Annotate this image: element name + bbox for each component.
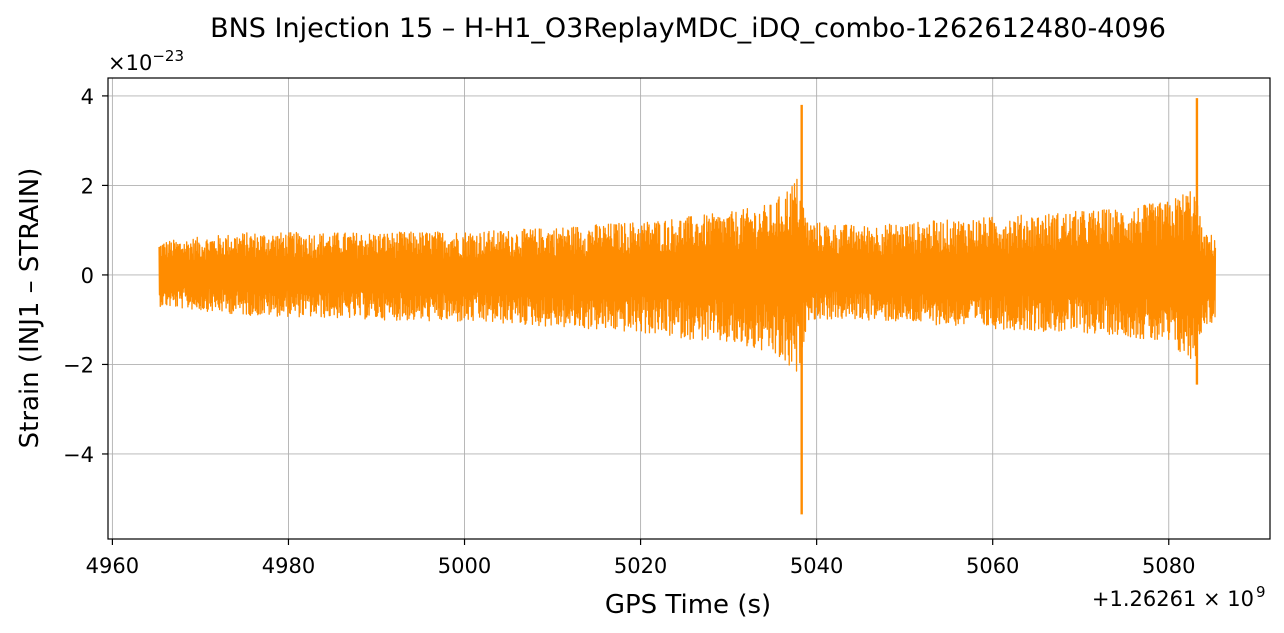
y-multiplier-base: ×10 (108, 51, 152, 75)
x-offset: +1.26261 × 10 9 (1092, 583, 1266, 611)
x-axis-label: GPS Time (s) (605, 590, 771, 620)
x-tick-label: 5080 (1142, 554, 1195, 578)
y-tick-label: −4 (63, 443, 94, 467)
x-tick-label: 4980 (262, 554, 315, 578)
x-offset-exp: 9 (1256, 583, 1266, 601)
x-tick-label: 5020 (614, 554, 667, 578)
svg-text:+1.26261 × 10: +1.26261 × 10 (1092, 587, 1254, 611)
y-tick-label: −2 (63, 353, 94, 377)
x-offset-base: +1.26261 × 10 (1092, 587, 1254, 611)
x-tick-label: 5060 (966, 554, 1019, 578)
y-tick-label: 0 (81, 264, 94, 288)
svg-text:×10−23: ×10−23 (108, 47, 184, 75)
axes-frame (107, 77, 1271, 540)
x-tick-label: 5000 (438, 554, 491, 578)
plot-area (158, 98, 1217, 515)
y-multiplier-exp: −23 (152, 47, 184, 65)
x-tick-label: 4960 (86, 554, 139, 578)
chart-title: BNS Injection 15 – H-H1_O3ReplayMDC_iDQ_… (210, 13, 1166, 44)
y-axis-label: Strain (INJ1 – STRAIN) (15, 168, 45, 449)
y-tick-label: 4 (81, 85, 94, 109)
y-multiplier: ×10−23 (108, 47, 184, 75)
x-ticks: 4960 4980 5000 5020 5040 5060 5080 (86, 539, 1195, 578)
y-tick-label: 2 (81, 174, 94, 198)
strain-series-line (158, 178, 1217, 372)
x-tick-label: 5040 (790, 554, 843, 578)
y-ticks: −4 −2 0 2 4 (63, 85, 108, 467)
